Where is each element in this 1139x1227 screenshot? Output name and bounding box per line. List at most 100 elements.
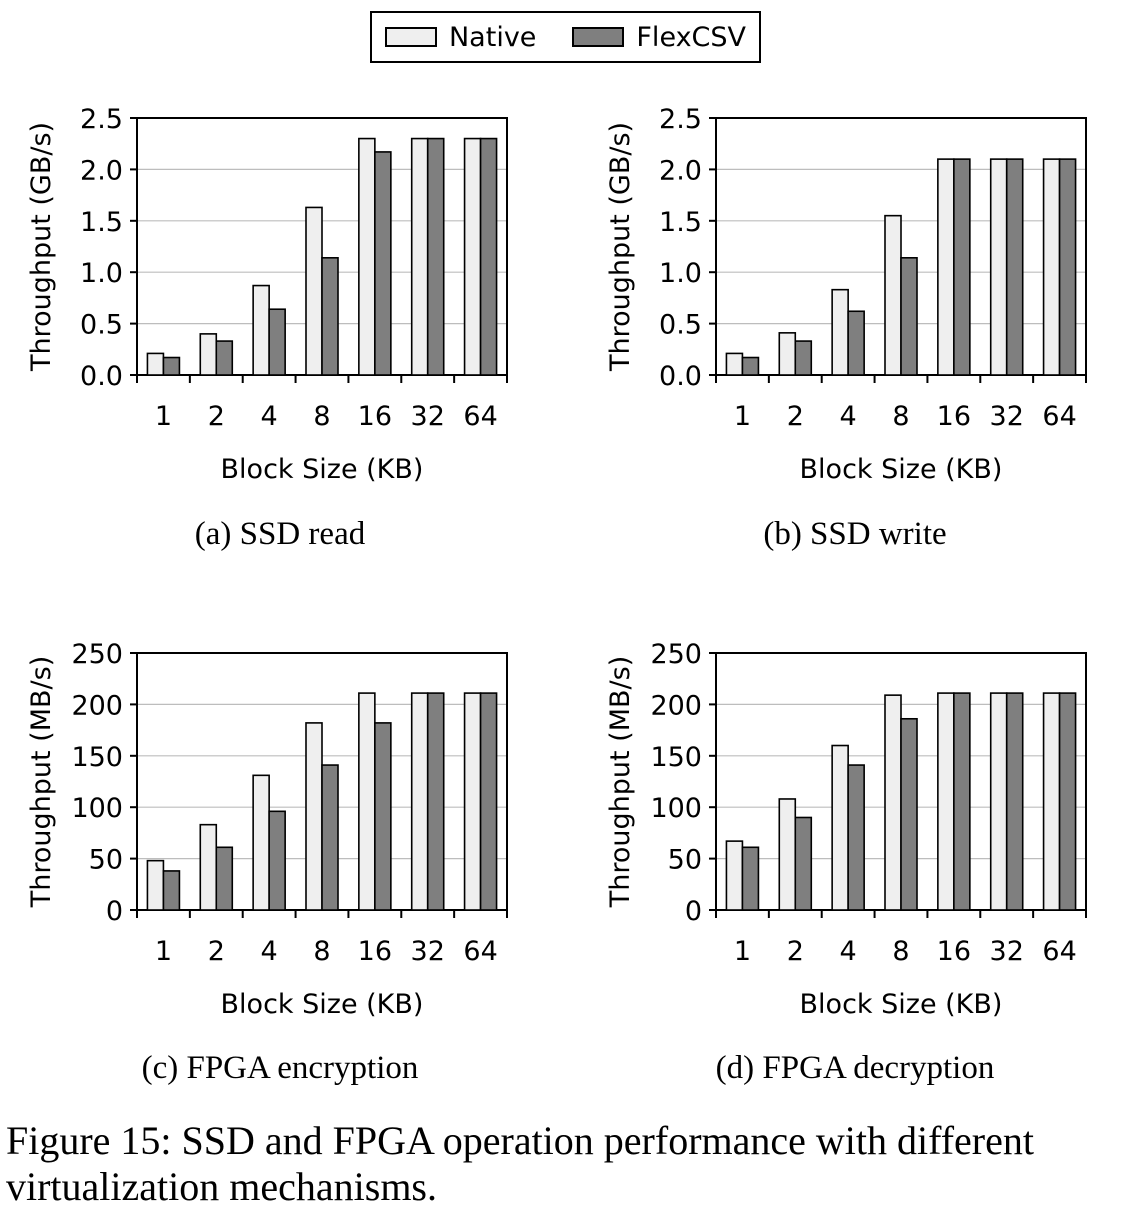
y-tick-label: 0.5 <box>659 310 702 341</box>
bar-flexcsv-64 <box>1058 158 1077 376</box>
bar-native-64 <box>1042 692 1061 911</box>
chart-fpga-decryption: 0 50 100 150 200 250 1 2 4 8 16 32 64 Block Size (KB)… <box>605 639 1087 1020</box>
bar-native-4 <box>831 288 849 376</box>
x-tick-label: 2 <box>787 936 804 967</box>
y-axis-title: Throughput (MB/s) <box>605 656 636 908</box>
x-tick-label: 1 <box>734 401 751 432</box>
x-tick-label: 16 <box>937 401 971 432</box>
x-tick-label: 16 <box>937 936 971 967</box>
bar-native-16 <box>937 158 955 376</box>
bar-flexcsv-16 <box>374 722 392 911</box>
bar-native-64 <box>463 137 482 376</box>
y-tick-label: 50 <box>668 845 702 876</box>
x-tick-label: 8 <box>313 936 330 967</box>
bar-flexcsv-64 <box>479 137 498 376</box>
bar-flexcsv-16 <box>953 158 971 376</box>
bar-native-64 <box>1042 158 1061 376</box>
bar-flexcsv-4 <box>268 810 286 911</box>
y-tick-label: 0.5 <box>80 310 123 341</box>
y-tick-label: 200 <box>650 690 702 721</box>
bar-native-1 <box>725 352 744 376</box>
x-tick-label: 64 <box>463 936 497 967</box>
bar-native-8 <box>305 722 323 911</box>
bar-native-1 <box>146 859 165 911</box>
chart-ssd-write: 0.0 0.5 1.0 1.5 2.0 2.5 1 2 4 8 16 32 64 Block Size (… <box>605 104 1087 485</box>
x-tick-label: 8 <box>892 936 909 967</box>
bar-flexcsv-1 <box>162 870 181 911</box>
bar-flexcsv-32 <box>1005 158 1024 376</box>
bar-flexcsv-2 <box>794 340 813 376</box>
chart-legend: Native FlexCSV <box>370 11 761 63</box>
y-tick-label: 1.0 <box>659 258 702 289</box>
bar-flexcsv-8 <box>321 257 339 376</box>
legend-label-native: Native <box>448 21 537 53</box>
x-tick-label: 64 <box>463 401 497 432</box>
y-tick-label: 250 <box>650 639 702 670</box>
bar-flexcsv-2 <box>794 816 813 911</box>
y-tick-label: 50 <box>89 845 123 876</box>
subcaption-d: (d) FPGA decryption <box>715 1050 995 1086</box>
bar-flexcsv-1 <box>741 846 760 911</box>
y-tick-label: 250 <box>71 639 123 670</box>
x-tick-label: 1 <box>734 936 751 967</box>
subcaption-c: (c) FPGA encryption <box>141 1050 419 1086</box>
bar-native-32 <box>410 692 429 911</box>
bar-flexcsv-1 <box>162 356 181 376</box>
chart-panel-a: 0.0 0.5 1.0 1.5 2.0 2.5 1 2 4 8 16 32 64 Block Size (… <box>0 95 560 495</box>
bar-flexcsv-64 <box>479 692 498 911</box>
chart-fpga-encryption: 0 50 100 150 200 250 1 2 4 8 16 32 64 Block Size (KB)… <box>26 639 508 1020</box>
x-tick-label: 64 <box>1042 936 1076 967</box>
chart-panel-d: 0 50 100 150 200 250 1 2 4 8 16 32 64 Block Size (KB)… <box>579 630 1139 1030</box>
y-tick-label: 200 <box>71 690 123 721</box>
bar-native-4 <box>252 284 270 376</box>
bar-flexcsv-32 <box>1005 692 1024 911</box>
x-tick-label: 1 <box>155 401 172 432</box>
bar-native-2 <box>199 823 218 911</box>
y-axis-title: Throughput (MB/s) <box>26 656 57 908</box>
figure-caption: Figure 15: SSD and FPGA operation perfor… <box>6 1118 1034 1209</box>
x-tick-label: 8 <box>313 401 330 432</box>
bar-flexcsv-8 <box>900 257 918 376</box>
legend-item-native: Native <box>384 21 537 53</box>
bar-native-32 <box>410 137 429 376</box>
x-tick-label: 4 <box>261 936 278 967</box>
bar-native-2 <box>199 333 218 376</box>
legend-item-flexcsv: FlexCSV <box>572 22 746 53</box>
x-axis-title: Block Size (KB) <box>221 989 424 1020</box>
bar-flexcsv-4 <box>268 308 286 376</box>
y-tick-label: 0 <box>106 896 123 927</box>
bar-native-32 <box>989 158 1008 376</box>
bar-flexcsv-4 <box>847 310 865 376</box>
bar-native-8 <box>305 206 323 376</box>
y-tick-label: 1.5 <box>659 207 702 238</box>
y-axis-title: Throughput (GB/s) <box>605 122 636 372</box>
bar-flexcsv-2 <box>215 846 234 911</box>
bar-flexcsv-32 <box>426 692 445 911</box>
y-tick-label: 100 <box>71 793 123 824</box>
bar-native-8 <box>884 694 902 911</box>
bar-native-8 <box>884 214 902 376</box>
subcaption-b: (b) SSD write <box>763 516 947 552</box>
y-tick-label: 2.5 <box>80 104 123 135</box>
bar-native-2 <box>778 332 797 376</box>
x-tick-label: 8 <box>892 401 909 432</box>
x-tick-label: 2 <box>208 401 225 432</box>
chart-ssd-read: 0.0 0.5 1.0 1.5 2.0 2.5 1 2 4 8 16 32 64 Block Size (… <box>26 104 508 485</box>
legend-swatch-flexcsv <box>572 27 625 47</box>
bar-flexcsv-4 <box>847 764 865 911</box>
y-tick-label: 2.0 <box>659 155 702 186</box>
x-tick-label: 2 <box>208 936 225 967</box>
bar-flexcsv-2 <box>215 340 234 376</box>
y-tick-label: 1.5 <box>80 207 123 238</box>
y-tick-label: 0.0 <box>659 361 702 392</box>
x-tick-label: 32 <box>411 401 445 432</box>
chart-panel-c: 0 50 100 150 200 250 1 2 4 8 16 32 64 Block Size (KB)… <box>0 630 560 1030</box>
x-tick-label: 64 <box>1042 401 1076 432</box>
y-tick-label: 0.0 <box>80 361 123 392</box>
y-tick-label: 0 <box>685 896 702 927</box>
legend-label-flexcsv: FlexCSV <box>636 21 747 53</box>
bar-native-2 <box>778 798 797 911</box>
y-axis-title: Throughput (GB/s) <box>26 122 57 372</box>
x-tick-label: 32 <box>990 936 1024 967</box>
bar-flexcsv-8 <box>900 717 918 911</box>
